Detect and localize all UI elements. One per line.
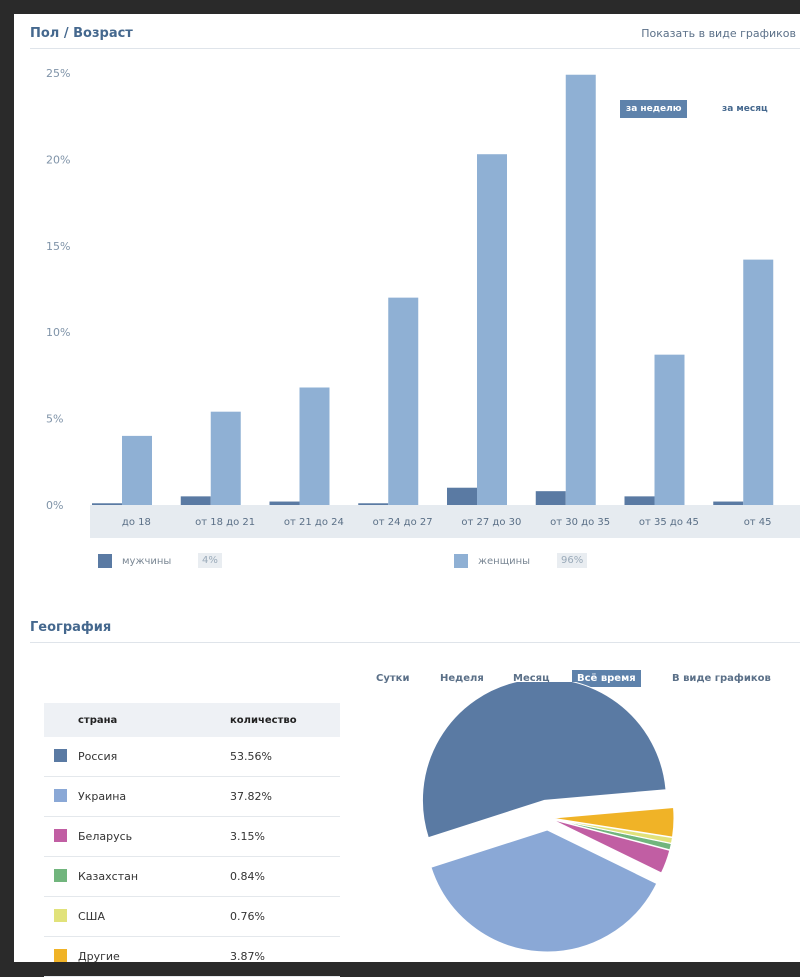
pie-slice — [430, 829, 658, 953]
geo-pie-chart — [421, 682, 675, 953]
country-share: 3.87% — [229, 936, 340, 977]
geo-section-title: География — [30, 620, 112, 635]
country-name: Россия — [78, 750, 118, 763]
x-tick-label: до 18 — [122, 517, 151, 528]
geo-section-header: География — [30, 618, 800, 643]
table-row: Беларусь 3.15% — [44, 816, 340, 857]
table-row: Казахстан 0.84% — [44, 856, 340, 897]
toggle-week[interactable]: за неделю — [620, 100, 688, 118]
legend-percent-men: 4% — [198, 553, 222, 568]
age-section-header: Пол / Возраст Показать в виде графиков — [30, 24, 800, 49]
tab-week[interactable]: Неделя — [440, 673, 484, 684]
bar-men — [180, 496, 211, 505]
age-bar-chart: 0% 5% 10% 15% 20% 25% до 18 от 18 до 21 от 21 до… — [46, 67, 800, 538]
bar-men — [269, 501, 300, 505]
stats-panel: Пол / Возраст Показать в виде графиков 0… — [14, 14, 800, 977]
tab-all-time[interactable]: Всё время — [572, 670, 641, 687]
bar-men — [624, 496, 655, 505]
table-row: США 0.76% — [44, 896, 340, 937]
x-tick-label: от 21 до 24 — [284, 517, 344, 528]
y-tick-label: 0% — [46, 499, 63, 512]
bar-men — [358, 503, 389, 505]
category-axis-band — [90, 505, 800, 538]
legend-percent-women: 96% — [557, 553, 588, 568]
tab-as-charts[interactable]: В виде графиков — [672, 673, 771, 684]
age-section-title: Пол / Возраст — [30, 26, 133, 41]
pie-slice — [551, 818, 674, 844]
country-cell: Беларусь — [44, 816, 229, 857]
show-as-charts-link[interactable]: Показать в виде графиков — [641, 27, 796, 40]
bar-women — [743, 259, 774, 505]
color-swatch — [54, 949, 67, 962]
country-share: 0.84% — [229, 856, 340, 897]
country-cell: Украина — [44, 776, 229, 817]
bar-women — [477, 154, 507, 505]
tab-day[interactable]: Сутки — [376, 673, 410, 684]
x-tick-label: от 45 — [744, 517, 772, 528]
country-cell: США — [44, 896, 229, 937]
x-tick-label: от 27 до 30 — [461, 517, 521, 528]
country-name: Украина — [78, 790, 127, 803]
country-name: Беларусь — [78, 830, 133, 843]
x-tick-label: от 35 до 45 — [639, 517, 699, 528]
y-tick-label: 20% — [46, 153, 70, 166]
legend-label-women: женщины — [478, 556, 531, 567]
bar-men — [92, 503, 122, 505]
country-share: 0.76% — [229, 896, 340, 937]
bar-men — [713, 501, 744, 505]
color-swatch — [54, 749, 67, 762]
toggle-month[interactable]: за месяц — [722, 104, 768, 114]
table-header-row: страна количество — [44, 703, 340, 737]
color-swatch — [54, 829, 67, 842]
x-tick-label: от 24 до 27 — [373, 517, 433, 528]
pie-slice — [551, 818, 671, 874]
bar-men — [535, 491, 566, 505]
y-tick-label: 5% — [46, 413, 63, 426]
x-tick-label: от 18 до 21 — [195, 517, 255, 528]
country-name: США — [78, 910, 105, 923]
bar-women — [210, 411, 241, 505]
country-cell: Россия — [44, 737, 229, 777]
legend-label-men: мужчины — [122, 556, 172, 567]
table-row: Россия 53.56% — [44, 737, 340, 777]
country-name: Казахстан — [78, 870, 139, 883]
country-cell: Казахстан — [44, 856, 229, 897]
tab-month[interactable]: Месяц — [513, 673, 550, 684]
table-row: Другие 3.87% — [44, 936, 340, 977]
bar-men — [447, 487, 477, 505]
y-tick-label: 25% — [46, 67, 70, 80]
pie-slice — [551, 806, 675, 838]
pie-slice — [421, 682, 667, 839]
column-header-count: количество — [229, 703, 340, 737]
country-share: 53.56% — [229, 737, 340, 777]
y-tick-label: 10% — [46, 326, 70, 339]
country-cell: Другие — [44, 936, 229, 977]
bar-women — [654, 354, 685, 505]
table-row: Украина 37.82% — [44, 776, 340, 817]
bar-women — [388, 297, 419, 505]
bar-women — [299, 387, 330, 505]
color-swatch — [54, 789, 67, 802]
country-name: Другие — [78, 950, 120, 963]
bar-women — [122, 435, 152, 505]
column-header-country: страна — [44, 703, 229, 737]
x-tick-label: от 30 до 35 — [550, 517, 610, 528]
color-swatch — [54, 909, 67, 922]
country-table: страна количество Россия 53.56% Украина … — [44, 703, 340, 977]
color-swatch — [54, 869, 67, 882]
y-tick-label: 15% — [46, 240, 70, 253]
country-share: 37.82% — [229, 776, 340, 817]
bar-women — [565, 74, 596, 505]
legend-swatch-women — [454, 554, 468, 568]
legend-swatch-men — [98, 554, 112, 568]
country-share: 3.15% — [229, 816, 340, 857]
